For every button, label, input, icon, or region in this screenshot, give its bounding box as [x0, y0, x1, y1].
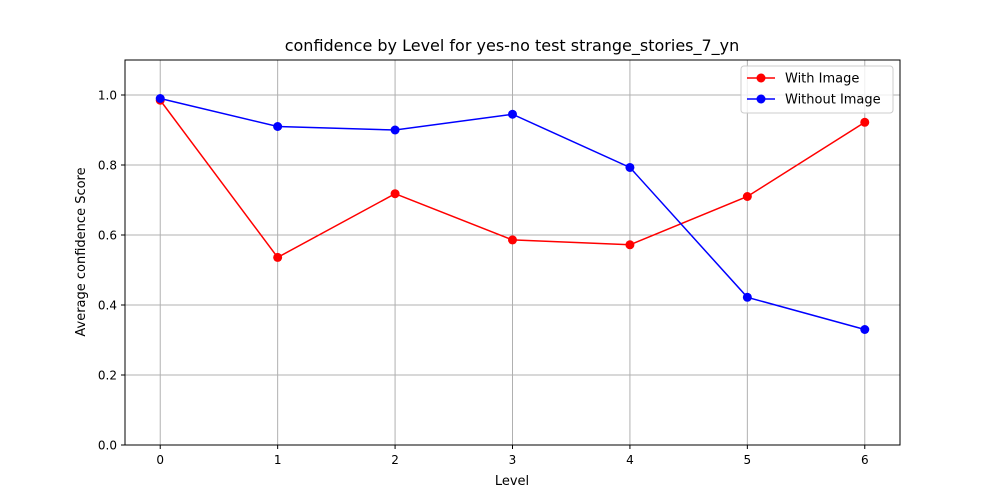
x-tick-label: 4 [626, 453, 634, 467]
legend-frame [740, 65, 894, 114]
x-tick-label: 1 [274, 453, 282, 467]
y-tick-label: 1.0 [98, 89, 117, 103]
y-axis-ticks: 0.0 0.2 0.4 0.6 0.8 1.0 [98, 89, 125, 453]
data-point-without-image [390, 125, 400, 135]
data-point-without-image [273, 122, 283, 131]
legend-label-without-image: Without Image [785, 93, 881, 108]
y-tick-label: 0.2 [98, 369, 117, 383]
x-tick-label: 3 [509, 453, 517, 467]
y-tick-label: 0.4 [98, 299, 117, 313]
data-point-without-image [742, 292, 752, 302]
data-point-with-image [273, 252, 283, 262]
y-axis-label: Average confidence Score [74, 167, 89, 336]
x-tick-label: 0 [156, 453, 164, 467]
data-point-with-image [860, 117, 870, 127]
data-point-without-image [155, 94, 165, 103]
x-tick-label: 6 [861, 453, 869, 467]
legend: With Image Without Image [740, 65, 894, 114]
data-point-without-image [625, 162, 635, 172]
y-tick-label: 0.6 [98, 229, 117, 243]
x-tick-label: 5 [744, 453, 752, 467]
data-point-with-image [508, 235, 517, 245]
legend-label-with-image: With Image [785, 72, 859, 87]
legend-marker-without-image [756, 94, 766, 104]
x-axis-label: Level [495, 474, 529, 489]
legend-marker-with-image [756, 73, 766, 83]
x-tick-label: 2 [391, 453, 399, 467]
y-tick-label: 0.8 [98, 159, 117, 173]
chart-title: confidence by Level for yes-no test stra… [285, 36, 740, 56]
data-point-with-image [742, 192, 752, 201]
series-group [155, 94, 870, 334]
data-point-without-image [860, 325, 870, 334]
data-point-with-image [390, 189, 400, 199]
x-axis-ticks: 0 1 2 3 4 5 6 [156, 445, 869, 467]
data-point-without-image [508, 109, 517, 119]
y-tick-label: 0.0 [98, 439, 117, 453]
data-point-with-image [625, 240, 635, 250]
